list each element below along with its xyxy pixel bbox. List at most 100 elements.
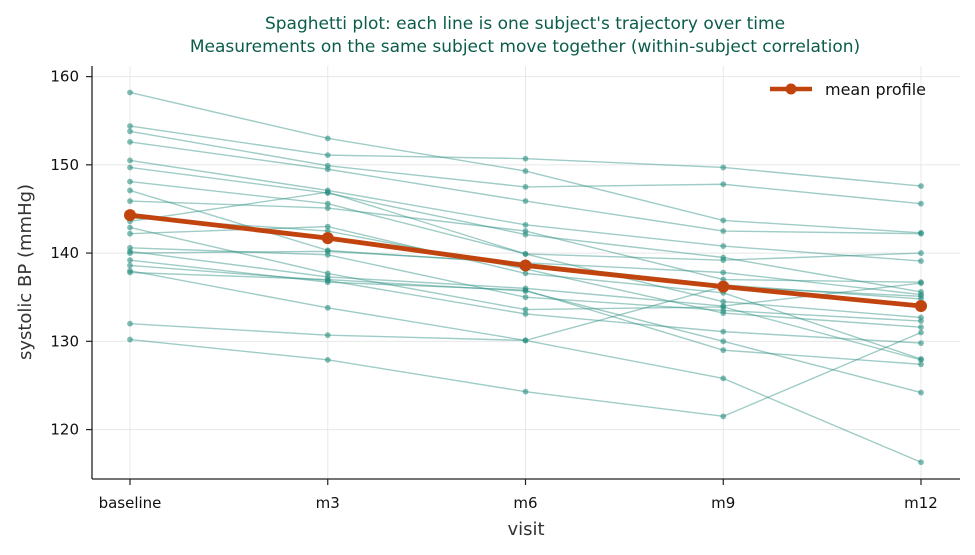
- chart-title: Spaghetti plot: each line is one subject…: [265, 14, 785, 34]
- subject-point: [720, 243, 727, 249]
- subject-point: [324, 166, 331, 173]
- subject-lines: [127, 89, 924, 466]
- subject-point: [720, 413, 727, 420]
- subject-point: [324, 248, 331, 255]
- subject-point: [720, 338, 727, 345]
- legend-label-mean: mean profile: [825, 80, 926, 99]
- x-tick-label: baseline: [99, 494, 162, 512]
- subject-point: [918, 250, 924, 256]
- subject-point: [324, 304, 331, 311]
- subject-point: [127, 336, 133, 343]
- subject-point: [522, 155, 529, 162]
- subject-point: [324, 205, 331, 211]
- subject-point: [522, 198, 529, 204]
- subject-point: [324, 152, 331, 159]
- subject-point: [522, 270, 529, 277]
- subject-point: [720, 347, 727, 354]
- subject-point: [918, 389, 924, 396]
- subject-point: [127, 250, 133, 256]
- x-tick-label: m9: [711, 494, 735, 512]
- y-axis-label: systolic BP (mmHg): [15, 184, 36, 360]
- subject-point: [522, 306, 529, 313]
- mean-profile-point: [717, 280, 730, 293]
- y-tick-label: 120: [50, 421, 79, 439]
- subject-point: [324, 189, 331, 196]
- subject-point: [918, 293, 924, 300]
- subject-point: [127, 198, 133, 204]
- subject-point: [127, 123, 133, 129]
- subject-point: [522, 311, 529, 317]
- subject-point: [720, 328, 727, 335]
- subject-point: [918, 324, 924, 331]
- subject-point: [720, 303, 727, 309]
- subject-point: [324, 332, 331, 339]
- mean-profile-point: [124, 209, 136, 222]
- y-tick-label: 130: [50, 332, 79, 350]
- x-axis-label: visit: [507, 519, 544, 540]
- subject-point: [127, 178, 133, 185]
- subject-point: [522, 337, 529, 344]
- subject-point: [324, 276, 331, 283]
- subject-point: [522, 228, 529, 234]
- subject-point: [720, 298, 727, 305]
- subject-point: [127, 89, 133, 96]
- mean-profile-point: [915, 300, 927, 313]
- subject-point: [127, 224, 133, 231]
- ticks: baseline m3 m6 m9 m12 120 130 140 150 160: [50, 68, 937, 512]
- subject-point: [918, 356, 924, 362]
- legend-swatch-marker: [785, 83, 797, 95]
- subject-point: [127, 187, 133, 194]
- subject-point: [918, 318, 924, 324]
- subject-point: [522, 168, 529, 174]
- subject-point: [918, 340, 924, 346]
- chart-subtitle: Measurements on the same subject move to…: [190, 37, 860, 57]
- subject-point: [127, 262, 133, 269]
- subject-point: [918, 280, 924, 286]
- subject-point: [324, 223, 331, 230]
- subject-point: [720, 269, 727, 276]
- subject-point: [918, 258, 924, 264]
- subject-point: [522, 388, 529, 395]
- chart-titles: Spaghetti plot: each line is one subject…: [190, 14, 860, 57]
- subject-point: [127, 157, 133, 164]
- subject-point: [127, 267, 133, 274]
- subject-point: [720, 375, 727, 382]
- y-tick-label: 160: [50, 68, 79, 86]
- subject-point: [324, 135, 331, 142]
- y-tick-label: 140: [50, 244, 79, 262]
- subject-point: [720, 307, 727, 314]
- subject-point: [918, 361, 924, 368]
- subject-point: [918, 200, 924, 207]
- mean-profile-layer: [124, 209, 927, 313]
- mean-profile-point: [321, 232, 334, 245]
- subject-point: [127, 230, 133, 237]
- subject-point: [127, 257, 133, 264]
- subject-point: [918, 230, 924, 237]
- subject-point: [720, 228, 727, 234]
- subject-point: [522, 251, 529, 257]
- subject-point: [720, 217, 727, 224]
- subject-point: [918, 329, 924, 336]
- subject-point: [127, 164, 133, 171]
- subject-point: [720, 257, 727, 264]
- subject-point: [720, 181, 727, 188]
- mean-profile-point: [519, 259, 532, 272]
- subject-point: [522, 294, 529, 301]
- subject-point: [918, 459, 924, 466]
- subject-point: [127, 128, 133, 135]
- x-tick-label: m12: [904, 494, 938, 512]
- subject-point: [324, 200, 331, 207]
- x-tick-label: m3: [316, 494, 340, 512]
- legend: mean profile: [770, 80, 926, 99]
- y-tick-label: 150: [50, 156, 79, 174]
- subject-point: [324, 356, 331, 363]
- subject-point: [127, 138, 133, 145]
- subject-point: [127, 320, 133, 327]
- subject-point: [522, 221, 529, 228]
- subject-point: [522, 288, 529, 294]
- subject-point: [522, 183, 529, 190]
- subject-point: [720, 164, 727, 171]
- x-tick-label: m6: [513, 494, 537, 512]
- subject-point: [918, 183, 924, 189]
